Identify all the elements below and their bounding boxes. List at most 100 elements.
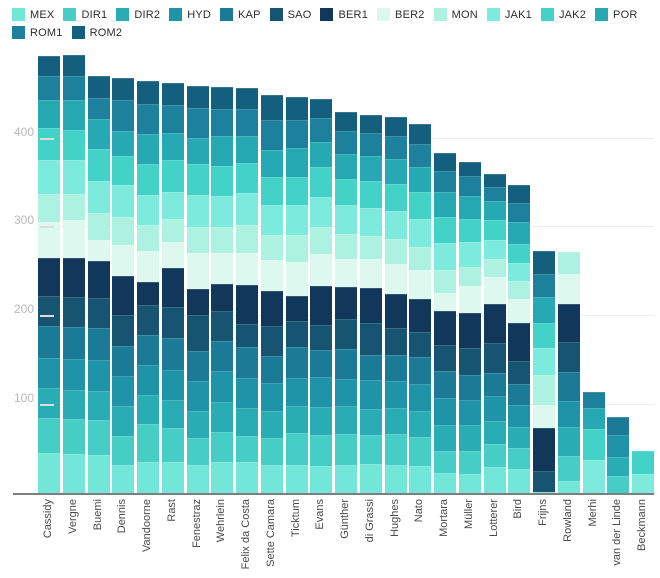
- bar-segment-di-grassi-jak1[interactable]: [359, 207, 382, 237]
- legend-item-hyd[interactable]: HYD: [169, 8, 211, 21]
- bar-segment-cassidy-sao[interactable]: [38, 295, 61, 327]
- bar-segment-bird-rom2[interactable]: [508, 184, 531, 203]
- bar-segment-nato-hyd[interactable]: [409, 383, 432, 411]
- bar-segment-wehrlein-mon[interactable]: [211, 226, 234, 254]
- bar-segment-di-grassi-por[interactable]: [359, 156, 382, 182]
- bar-segment-sette-camara-ber1[interactable]: [260, 290, 283, 327]
- bar-segment-vergne-kap[interactable]: [62, 326, 85, 359]
- bar-segment-dennis-ber1[interactable]: [112, 276, 135, 316]
- bar-segment-hughes-sao[interactable]: [384, 327, 407, 355]
- bar-segment-rowland-dir1[interactable]: [557, 455, 580, 481]
- bar-segment-fenestraz-rom1[interactable]: [186, 107, 209, 138]
- bar-segment-mortara-jak2[interactable]: [434, 216, 457, 244]
- bar-segment-ticktum-por[interactable]: [285, 148, 308, 177]
- bar-segment-hughes-hyd[interactable]: [384, 381, 407, 408]
- bar-segment-fenestraz-sao[interactable]: [186, 315, 209, 351]
- bar-segment-m-ller-rom2[interactable]: [458, 161, 481, 176]
- bar-segment-ticktum-mex[interactable]: [285, 464, 308, 494]
- bar-segment-sette-camara-jak2[interactable]: [260, 176, 283, 206]
- bar-segment-fenestraz-kap[interactable]: [186, 350, 209, 382]
- bar-segment-evans-mon[interactable]: [310, 227, 333, 255]
- bar-segment-ticktum-ber1[interactable]: [285, 295, 308, 321]
- bar-segment-ticktum-sao[interactable]: [285, 320, 308, 348]
- bar-segment-hughes-dir2[interactable]: [384, 407, 407, 435]
- bar-segment-evans-ber2[interactable]: [310, 254, 333, 287]
- bar-segment-buemi-jak2[interactable]: [87, 149, 110, 182]
- bar-segment-ticktum-dir2[interactable]: [285, 406, 308, 433]
- bar-segment-m-ller-dir1[interactable]: [458, 451, 481, 475]
- legend-item-por[interactable]: POR: [595, 8, 637, 21]
- bar-segment-vandoorne-jak2[interactable]: [137, 164, 160, 195]
- bar-segment-merhi-jak1[interactable]: [582, 460, 605, 494]
- bar-segment-vergne-jak1[interactable]: [62, 159, 85, 194]
- bar-segment-hughes-ber2[interactable]: [384, 263, 407, 295]
- bar-segment-felix-da-costa-ber1[interactable]: [236, 285, 259, 325]
- bar-segment-felix-da-costa-jak2[interactable]: [236, 162, 259, 193]
- bar-segment-felix-da-costa-jak1[interactable]: [236, 192, 259, 225]
- bar-segment-rowland-sao[interactable]: [557, 342, 580, 373]
- bar-segment-dennis-por[interactable]: [112, 130, 135, 157]
- bar-segment-vandoorne-hyd[interactable]: [137, 365, 160, 396]
- bar-segment-felix-da-costa-rom2[interactable]: [236, 88, 259, 110]
- bar-segment-rast-rom2[interactable]: [161, 82, 184, 105]
- bar-segment-hughes-mon[interactable]: [384, 239, 407, 264]
- bar-segment-di-grassi-rom2[interactable]: [359, 114, 382, 134]
- bar-segment-evans-hyd[interactable]: [310, 376, 333, 407]
- bar-segment-sette-camara-hyd[interactable]: [260, 382, 283, 412]
- bar-segment-evans-mex[interactable]: [310, 465, 333, 494]
- bar-segment-cassidy-ber2[interactable]: [38, 222, 61, 258]
- bar-segment-di-grassi-sao[interactable]: [359, 323, 382, 356]
- bar-segment-rast-dir2[interactable]: [161, 399, 184, 429]
- bar-segment-dennis-jak2[interactable]: [112, 156, 135, 185]
- bar-segment-dennis-ber2[interactable]: [112, 245, 135, 277]
- bar-segment-sette-camara-mex[interactable]: [260, 464, 283, 494]
- bar-segment-evans-rom2[interactable]: [310, 98, 333, 119]
- bar-segment-felix-da-costa-sao[interactable]: [236, 324, 259, 348]
- bar-segment-mortara-rom2[interactable]: [434, 152, 457, 171]
- bar-segment-m-ller-mon[interactable]: [458, 266, 481, 287]
- bar-segment-sette-camara-dir1[interactable]: [260, 438, 283, 465]
- bar-segment-fenestraz-mex[interactable]: [186, 464, 209, 494]
- bar-segment-dennis-hyd[interactable]: [112, 375, 135, 407]
- bar-segment-nato-dir2[interactable]: [409, 410, 432, 438]
- bar-segment-fenestraz-jak1[interactable]: [186, 194, 209, 227]
- bar-segment-cassidy-rom2[interactable]: [38, 56, 61, 76]
- bar-segment-dennis-jak1[interactable]: [112, 184, 135, 217]
- bar-segment-mortara-kap[interactable]: [434, 371, 457, 399]
- bar-segment-mortara-por[interactable]: [434, 191, 457, 217]
- bar-segment-fenestraz-por[interactable]: [186, 137, 209, 165]
- legend-item-rom2[interactable]: ROM2: [71, 26, 123, 39]
- bar-segment-vandoorne-dir1[interactable]: [137, 423, 160, 463]
- bar-segment-vergne-sao[interactable]: [62, 296, 85, 327]
- bar-segment-buemi-dir2[interactable]: [87, 390, 110, 421]
- bar-segment-lotterer-jak1[interactable]: [483, 239, 506, 260]
- bar-segment-bird-jak1[interactable]: [508, 263, 531, 281]
- bar-segment-buemi-ber1[interactable]: [87, 261, 110, 298]
- bar-segment-rast-ber1[interactable]: [161, 268, 184, 308]
- bar-segment-buemi-sao[interactable]: [87, 297, 110, 328]
- bar-segment-mortara-rom1[interactable]: [434, 170, 457, 192]
- bar-segment-fenestraz-mon[interactable]: [186, 226, 209, 254]
- bar-segment-g-nther-mon[interactable]: [335, 233, 358, 259]
- bar-segment-di-grassi-ber1[interactable]: [359, 287, 382, 324]
- bar-segment-m-ller-sao[interactable]: [458, 348, 481, 375]
- bar-segment-hughes-jak2[interactable]: [384, 183, 407, 211]
- bar-segment-m-ller-kap[interactable]: [458, 374, 481, 400]
- bar-segment-m-ller-mex[interactable]: [458, 474, 481, 494]
- bar-segment-hughes-mex[interactable]: [384, 464, 407, 494]
- bar-segment-rast-ber2[interactable]: [161, 241, 184, 269]
- bar-segment-ticktum-hyd[interactable]: [285, 377, 308, 407]
- bar-segment-buemi-rom1[interactable]: [87, 97, 110, 120]
- bar-segment-merhi-rom1[interactable]: [582, 391, 605, 408]
- bar-segment-di-grassi-jak2[interactable]: [359, 181, 382, 208]
- bar-segment-dennis-mex[interactable]: [112, 464, 135, 494]
- bar-segment-g-nther-jak2[interactable]: [335, 178, 358, 206]
- bar-segment-lotterer-ber2[interactable]: [483, 277, 506, 304]
- bar-segment-ticktum-jak2[interactable]: [285, 176, 308, 206]
- bar-segment-vergne-mex[interactable]: [62, 454, 85, 494]
- bar-segment-vandoorne-mon[interactable]: [137, 224, 160, 252]
- bar-segment-vergne-rom1[interactable]: [62, 75, 85, 100]
- bar-segment-wehrlein-dir2[interactable]: [211, 401, 234, 432]
- bar-segment-cassidy-dir2[interactable]: [38, 388, 61, 419]
- legend-item-jak2[interactable]: JAK2: [540, 8, 586, 21]
